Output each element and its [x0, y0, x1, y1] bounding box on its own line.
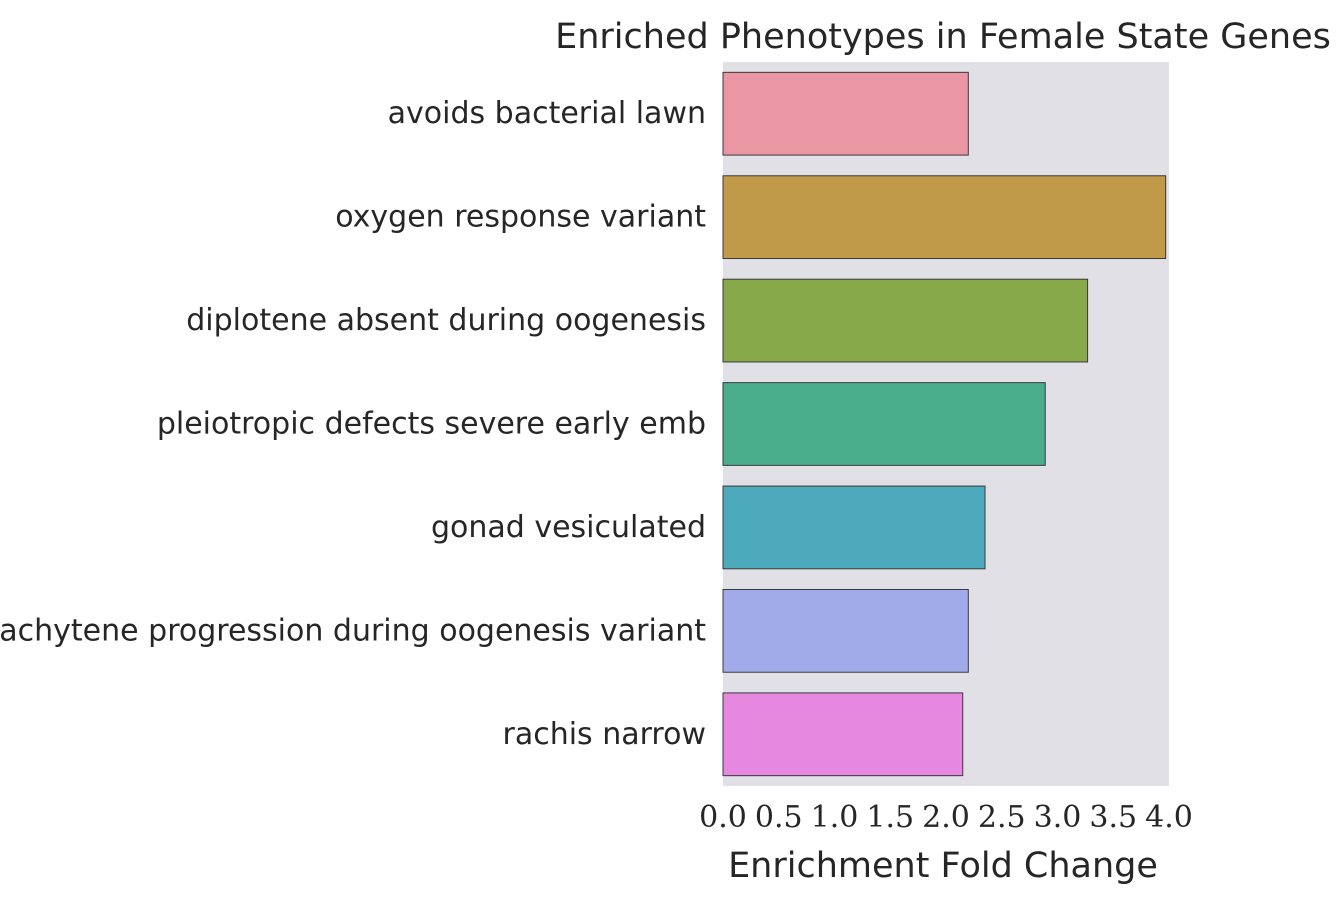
- category-label-4: gonad vesiculated: [431, 510, 706, 545]
- bar-5: [722, 588, 969, 673]
- x-tick-label-0: 0.0: [699, 800, 747, 835]
- chart-title: Enriched Phenotypes in Female State Gene…: [555, 17, 1331, 57]
- x-tick-labels: 0.0 0.5 1.0 1.5 2.0 2.5 3.0 3.5 4.0: [699, 800, 1193, 835]
- category-label-5: pachytene progression during oogenesis v…: [0, 613, 706, 648]
- x-axis-label: Enrichment Fold Change: [728, 846, 1158, 886]
- x-tick-label-2: 1.0: [811, 800, 859, 835]
- bar-4: [722, 485, 986, 570]
- x-tick-label-4: 2.0: [922, 800, 970, 835]
- bar-3: [722, 382, 1046, 466]
- category-labels: avoids bacterial lawn oxygen response var…: [0, 96, 706, 752]
- category-label-0: avoids bacterial lawn: [388, 96, 706, 131]
- bar-2: [722, 278, 1089, 363]
- bar-1: [722, 175, 1167, 260]
- x-tick-label-8: 4.0: [1145, 800, 1193, 835]
- bar-0: [722, 71, 969, 156]
- category-label-2: diplotene absent during oogenesis: [186, 303, 706, 338]
- category-label-6: rachis narrow: [503, 717, 707, 752]
- x-tick-label-7: 3.5: [1089, 800, 1137, 835]
- bars-group: [722, 71, 1167, 777]
- category-label-3: pleiotropic defects severe early emb: [157, 407, 706, 442]
- x-tick-label-3: 1.5: [866, 800, 914, 835]
- x-tick-label-6: 3.0: [1034, 800, 1082, 835]
- x-tick-label-1: 0.5: [755, 800, 803, 835]
- x-tick-label-5: 2.5: [978, 800, 1026, 835]
- bar-6: [722, 692, 964, 777]
- category-label-1: oxygen response variant: [335, 200, 706, 235]
